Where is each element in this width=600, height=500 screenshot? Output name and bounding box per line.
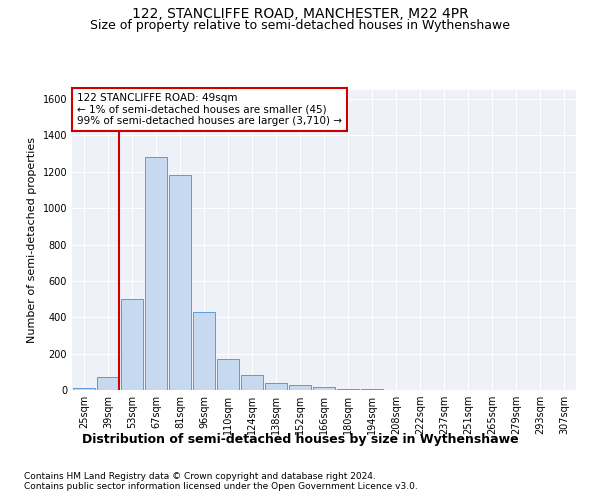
Bar — [289, 384, 311, 390]
Text: Size of property relative to semi-detached houses in Wythenshawe: Size of property relative to semi-detach… — [90, 18, 510, 32]
Bar — [73, 388, 95, 390]
Text: Contains public sector information licensed under the Open Government Licence v3: Contains public sector information licen… — [24, 482, 418, 491]
Bar — [265, 382, 287, 390]
Bar — [241, 374, 263, 390]
Bar — [337, 388, 359, 390]
Bar — [97, 378, 119, 390]
Text: 122, STANCLIFFE ROAD, MANCHESTER, M22 4PR: 122, STANCLIFFE ROAD, MANCHESTER, M22 4P… — [131, 8, 469, 22]
Bar — [121, 299, 143, 390]
Text: Contains HM Land Registry data © Crown copyright and database right 2024.: Contains HM Land Registry data © Crown c… — [24, 472, 376, 481]
Text: 122 STANCLIFFE ROAD: 49sqm
← 1% of semi-detached houses are smaller (45)
99% of : 122 STANCLIFFE ROAD: 49sqm ← 1% of semi-… — [77, 93, 342, 126]
Bar — [217, 359, 239, 390]
Y-axis label: Number of semi-detached properties: Number of semi-detached properties — [27, 137, 37, 343]
Bar — [193, 312, 215, 390]
Bar — [145, 158, 167, 390]
Bar — [169, 176, 191, 390]
Text: Distribution of semi-detached houses by size in Wythenshawe: Distribution of semi-detached houses by … — [82, 432, 518, 446]
Bar — [313, 386, 335, 390]
